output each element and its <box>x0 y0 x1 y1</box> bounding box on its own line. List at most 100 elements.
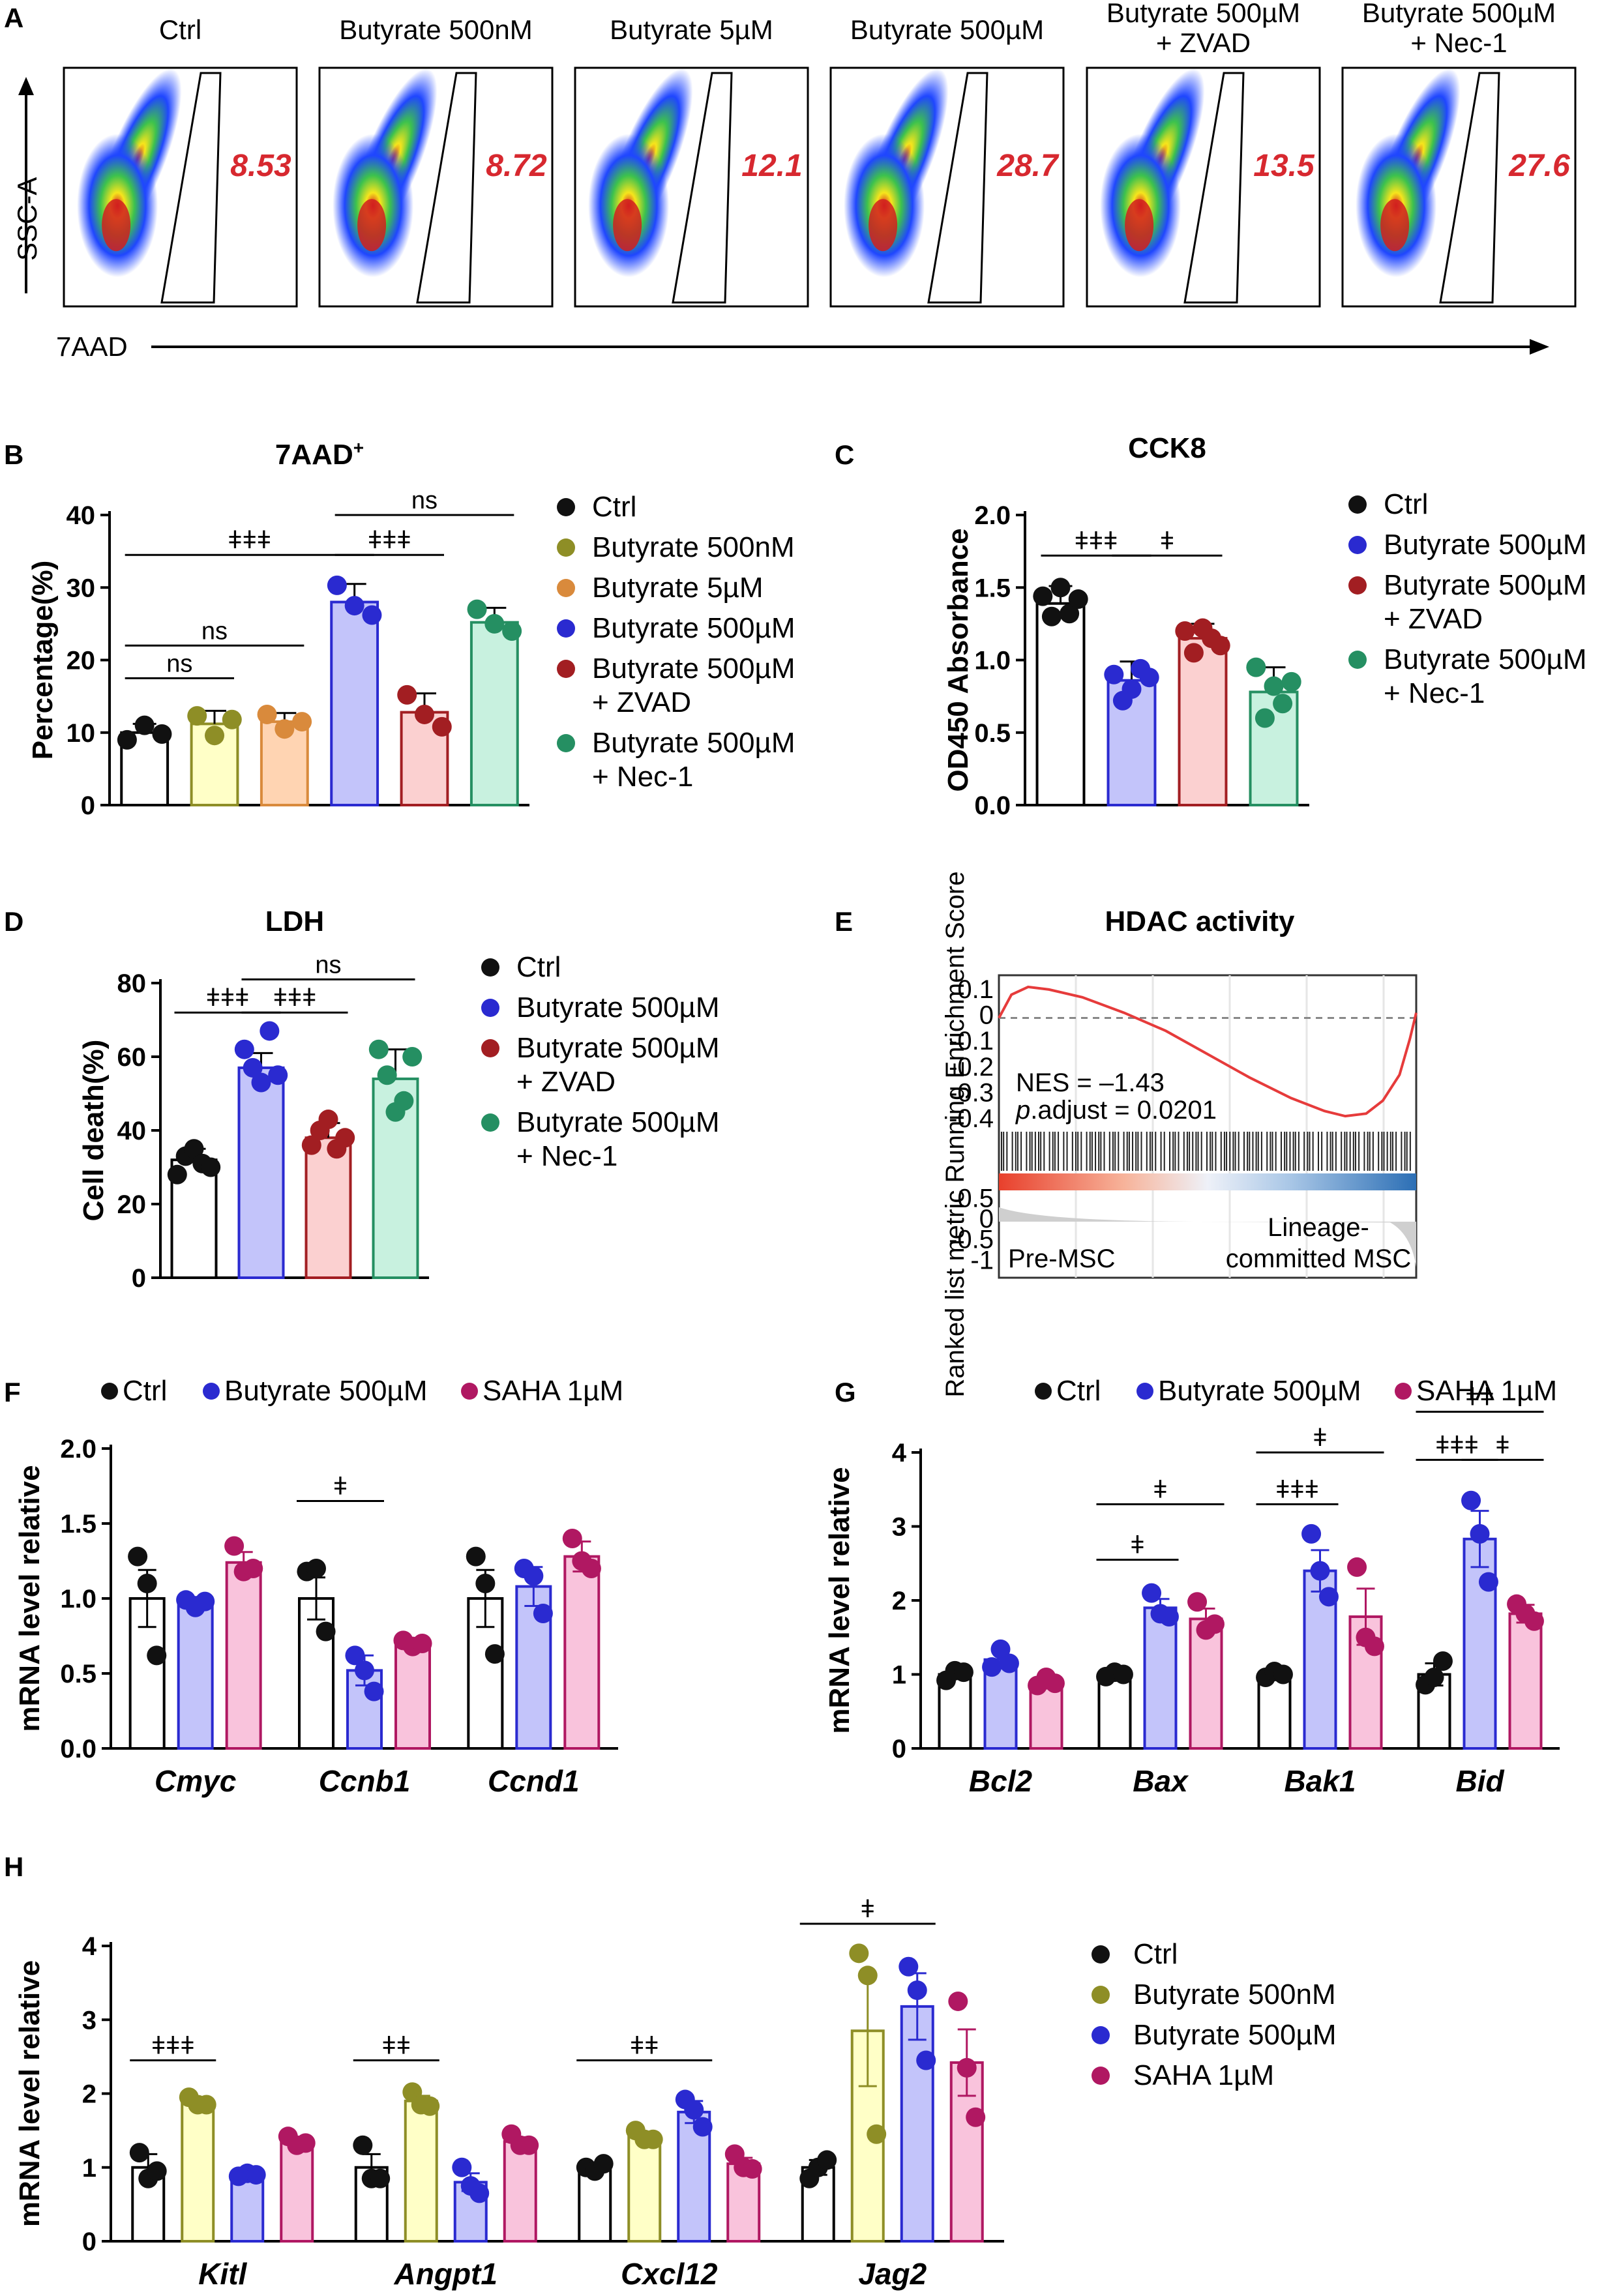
data-point <box>1204 1614 1225 1634</box>
flow-gate-percentage: 27.6 <box>1508 149 1570 183</box>
significance-label: ǂǂǂ <box>151 2033 195 2060</box>
data-point <box>292 712 312 732</box>
flow-gate-percentage: 12.1 <box>741 149 802 183</box>
data-point <box>966 2107 986 2127</box>
significance-label: ns <box>315 951 341 979</box>
y-axis-label: Cell death(%) <box>78 1040 110 1222</box>
bar <box>177 1601 214 1750</box>
data-point <box>1273 1664 1293 1685</box>
data-point <box>128 1546 148 1567</box>
y-tick-label: 0 <box>892 1735 906 1763</box>
legend-marker <box>481 958 499 977</box>
legend-label: Ctrl <box>1133 1938 1178 1970</box>
data-point <box>1183 643 1204 663</box>
data-point <box>484 1644 505 1664</box>
data-point <box>1045 1673 1065 1694</box>
flow-plot-title: Butyrate 500µM <box>850 14 1044 45</box>
data-point <box>1113 1664 1133 1685</box>
flow-gate <box>160 72 222 304</box>
gsea-frame <box>998 974 1418 1279</box>
significance-label: ns <box>201 617 228 645</box>
bar <box>1257 1673 1292 1750</box>
data-point <box>1210 636 1230 656</box>
gene-label: Ccnb1 <box>319 1764 411 1798</box>
x-axis-arrowhead <box>1530 339 1549 355</box>
data-point <box>137 1574 157 1593</box>
data-point <box>502 621 522 641</box>
significance-label: ǂǂǂ <box>1435 1432 1479 1459</box>
legend-label: + ZVAD <box>592 686 691 718</box>
bar <box>1189 1617 1223 1750</box>
data-point <box>990 1639 1011 1659</box>
y-tick-label: 2.0 <box>60 1435 97 1464</box>
legend-label: Butyrate 500µM <box>516 1106 720 1138</box>
legend-marker <box>1092 1945 1110 1964</box>
bar <box>1035 602 1086 806</box>
legend-label: SAHA 1µM <box>483 1375 623 1407</box>
legend-marker <box>1348 495 1367 514</box>
gsea-rank-tick: -0.5 <box>949 1226 994 1254</box>
legend-marker <box>1092 2067 1110 2085</box>
data-point <box>316 1621 336 1641</box>
data-point <box>1068 589 1088 610</box>
legend-label: Butyrate 500µM <box>1384 643 1587 675</box>
flow-density-core <box>102 199 131 252</box>
data-point <box>1187 1592 1208 1612</box>
data-point <box>318 1110 338 1130</box>
data-point <box>484 613 505 634</box>
legend-label: Ctrl <box>123 1375 167 1407</box>
data-point <box>1121 679 1142 699</box>
y-tick-label: 60 <box>117 1043 147 1072</box>
gene-label: Bak1 <box>1285 1764 1356 1798</box>
gene-label: Bcl2 <box>969 1764 1033 1798</box>
y-tick-label: 0.0 <box>60 1735 97 1763</box>
data-point <box>1347 1557 1367 1577</box>
bar <box>627 2135 662 2243</box>
flow-gate-percentage: 8.53 <box>230 149 291 183</box>
gsea-es-tick: -0.4 <box>949 1104 994 1133</box>
data-point <box>1470 1523 1490 1544</box>
legend-marker <box>557 619 575 638</box>
legend-label: Ctrl <box>1056 1375 1101 1407</box>
data-point <box>246 2165 266 2185</box>
bar <box>304 1136 352 1280</box>
data-point <box>466 1546 486 1567</box>
data-point <box>117 729 137 750</box>
data-point <box>129 2143 149 2163</box>
y-tick-label: 0.0 <box>974 791 1011 820</box>
flow-gate <box>416 72 477 304</box>
bar <box>503 2140 537 2243</box>
data-point <box>295 2133 316 2153</box>
data-point <box>184 1139 204 1159</box>
legend-marker <box>481 999 499 1017</box>
legend-marker <box>101 1383 118 1400</box>
data-point <box>692 2117 713 2137</box>
y-tick-label: 4 <box>892 1439 907 1467</box>
flow-plot-title: + ZVAD <box>1156 27 1251 58</box>
data-point <box>420 2096 440 2116</box>
significance-label: ǂǂǂ <box>273 984 317 1012</box>
flow-gate <box>672 72 733 304</box>
y-tick-label: 1.5 <box>60 1510 97 1538</box>
legend-marker <box>557 579 575 597</box>
y-tick-label: 10 <box>67 719 96 748</box>
data-point <box>1264 676 1284 696</box>
significance-label: ns <box>411 487 438 514</box>
data-point <box>562 1529 582 1548</box>
flow-density-core <box>613 199 642 252</box>
data-point <box>907 1980 927 2000</box>
y-tick-label: 1.5 <box>974 574 1011 602</box>
bar <box>394 1642 431 1750</box>
legend-label: Butyrate 500µM <box>1133 2019 1337 2051</box>
flow-plot-title: Butyrate 500µM <box>1107 0 1300 28</box>
data-point <box>243 1057 263 1078</box>
y-tick-label: 3 <box>892 1513 906 1542</box>
bar <box>1143 1606 1178 1750</box>
legend-label: + ZVAD <box>516 1066 616 1098</box>
legend-marker <box>461 1383 478 1400</box>
data-point <box>370 2168 391 2188</box>
gsea-es-tick: -0.3 <box>949 1078 994 1107</box>
gsea-es-tick: -0.2 <box>949 1053 994 1082</box>
data-point <box>432 716 452 737</box>
